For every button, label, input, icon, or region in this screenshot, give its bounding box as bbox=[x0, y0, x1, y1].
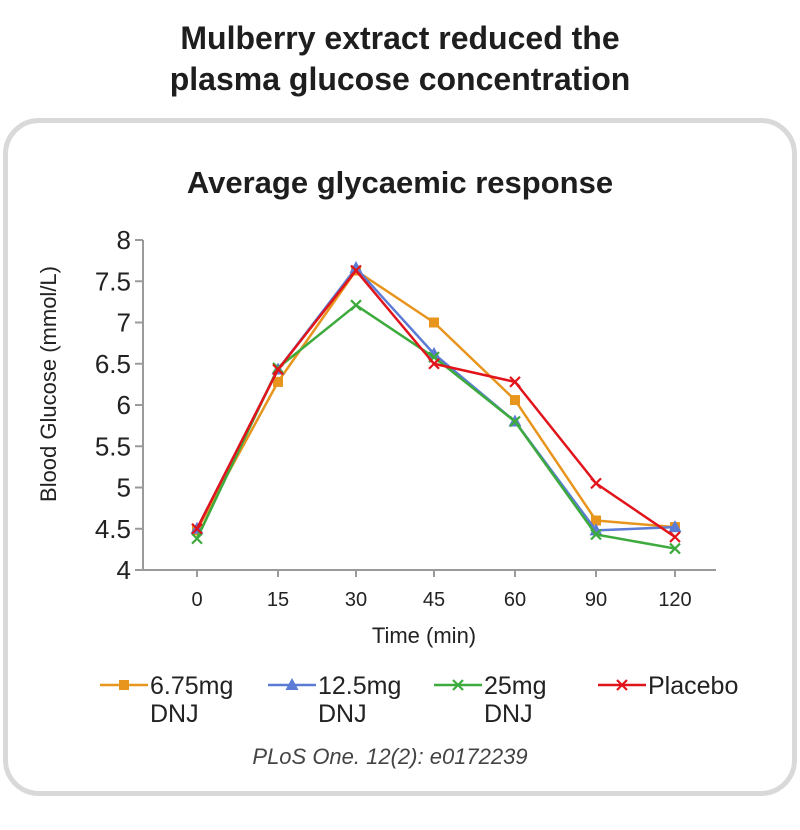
chart-title: Average glycaemic response bbox=[187, 165, 613, 200]
series-layer bbox=[190, 261, 682, 555]
page-headline: Mulberry extract reduced the plasma gluc… bbox=[0, 18, 800, 100]
y-tick-label: 7.5 bbox=[95, 266, 131, 296]
y-tick-label: 7 bbox=[117, 308, 131, 338]
data-point bbox=[590, 477, 602, 490]
data-point bbox=[509, 376, 521, 388]
y-tick-label: 4 bbox=[117, 555, 131, 585]
data-point bbox=[591, 515, 601, 526]
data-point bbox=[669, 531, 681, 543]
y-tick-label: 8 bbox=[117, 225, 131, 255]
series-line bbox=[195, 303, 676, 550]
y-axis-label: Blood Glucose (mmol/L) bbox=[36, 266, 61, 502]
headline-line-1: Mulberry extract reduced the bbox=[180, 20, 620, 56]
data-point bbox=[191, 532, 203, 545]
data-point bbox=[350, 299, 362, 311]
data-point bbox=[429, 317, 439, 328]
legend-label: 12.5mg bbox=[318, 672, 401, 700]
x-tick-label: 90 bbox=[585, 589, 607, 611]
x-tick-label: 0 bbox=[191, 589, 202, 611]
data-point bbox=[669, 542, 681, 555]
data-point bbox=[273, 376, 283, 387]
y-tick-label: 6 bbox=[117, 390, 131, 420]
y-tick-label: 4.5 bbox=[95, 514, 131, 544]
axes: 4 4.5 5 5.5 6 6.5 7 7.5 8 0 15 30 45 60 90 120 bbox=[95, 225, 716, 611]
legend-label: 6.75mg bbox=[150, 672, 233, 700]
data-point bbox=[668, 520, 682, 533]
legend-label: 25mg bbox=[484, 672, 547, 700]
legend-label-line2: DNJ bbox=[318, 700, 367, 728]
legend-swatch-marker bbox=[285, 678, 299, 690]
series-line bbox=[195, 269, 676, 531]
x-tick-label: 60 bbox=[504, 589, 526, 611]
series-25mg-dnj bbox=[191, 299, 681, 555]
legend-swatch-marker bbox=[119, 680, 129, 690]
series-line bbox=[195, 269, 676, 539]
x-tick-label: 15 bbox=[267, 589, 289, 611]
headline-line-2: plasma glucose concentration bbox=[169, 61, 631, 97]
data-point bbox=[191, 522, 203, 535]
x-tick-label: 120 bbox=[658, 589, 691, 611]
data-point bbox=[428, 357, 440, 370]
series-6-75mg-dnj bbox=[192, 265, 680, 536]
data-point bbox=[272, 363, 284, 376]
legend-swatch-marker bbox=[452, 679, 464, 691]
legend-label-line2: DNJ bbox=[484, 700, 533, 728]
y-tick-label: 5.5 bbox=[95, 431, 131, 461]
x-axis-label: Time (min) bbox=[372, 623, 476, 648]
y-tick-label: 5 bbox=[117, 473, 131, 503]
legend-item: Placebo bbox=[598, 672, 738, 700]
legend-label: Placebo bbox=[648, 672, 738, 700]
chart-card bbox=[3, 118, 797, 796]
data-point bbox=[350, 264, 362, 277]
data-point bbox=[509, 415, 521, 428]
data-point bbox=[349, 261, 363, 274]
legend-swatch-marker bbox=[616, 679, 628, 691]
data-point bbox=[590, 528, 602, 541]
y-tick-label: 6.5 bbox=[95, 349, 131, 379]
x-tick-label: 30 bbox=[345, 589, 367, 611]
citation: PLoS One. 12(2): e0172239 bbox=[252, 744, 527, 769]
data-point bbox=[510, 395, 520, 406]
series-placebo bbox=[191, 264, 681, 543]
legend-label-line2: DNJ bbox=[150, 700, 199, 728]
x-tick-label: 45 bbox=[423, 589, 445, 611]
